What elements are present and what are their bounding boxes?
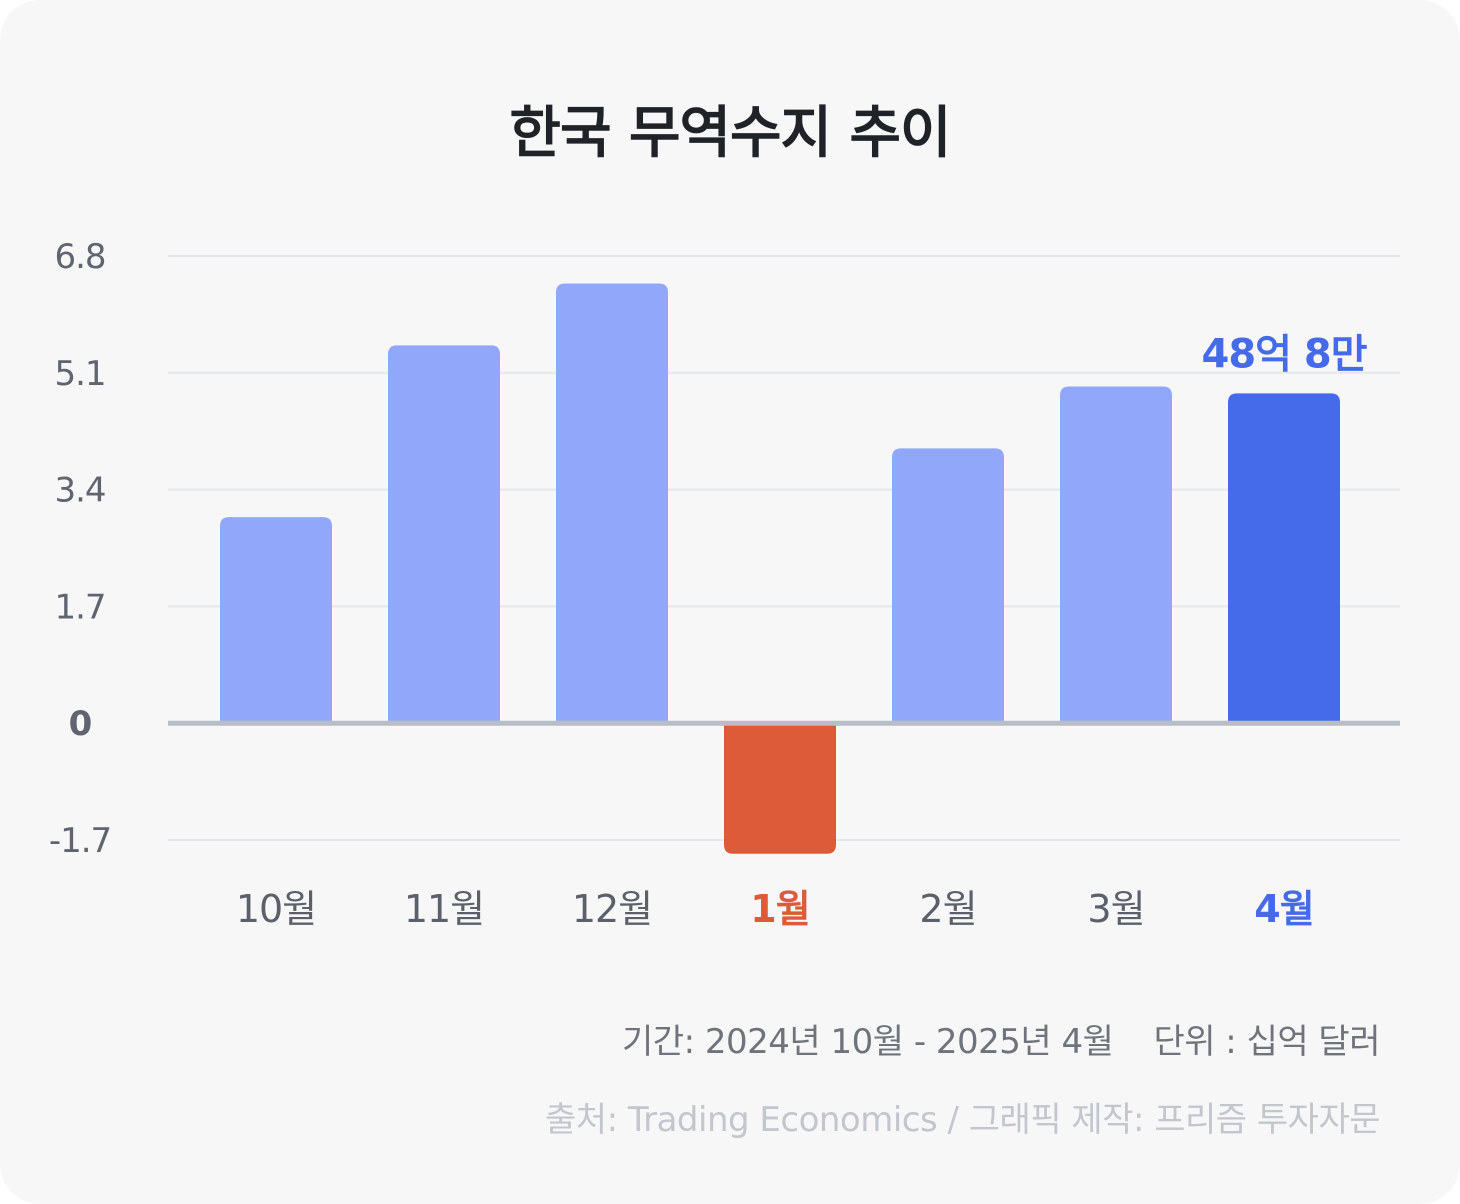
bar-2월 [892, 448, 1004, 724]
y-tick-label: -1.7 [49, 821, 111, 861]
source-text: 출처: Trading Economics / 그래픽 제작: 프리즘 투자자문 [545, 1100, 1380, 1140]
x-tick-label: 3월 [1087, 887, 1144, 931]
x-tick-label: 11월 [404, 887, 484, 931]
bar-value-annotation: 48억 8만 [1201, 331, 1367, 377]
bar-3월 [1060, 386, 1172, 724]
chart-title: 한국 무역수지 추이 [509, 101, 951, 166]
bar-4월 [1228, 393, 1340, 724]
y-tick-label: 3.4 [54, 471, 105, 511]
bar-1월 [724, 723, 836, 854]
bar-chart: -1.7 0 1.7 3.4 5.1 6.8 10월 11월 12월 1월 2월 3월 4월 48억 8만 [49, 237, 1400, 931]
x-tick-label: 12월 [572, 887, 652, 931]
bar-12월 [556, 283, 668, 724]
x-tick-label: 4월 [1254, 887, 1313, 931]
x-tick-label: 10월 [236, 887, 316, 931]
footer-period-unit: 기간: 2024년 10월 - 2025년 4월 단위 : 십억 달러 [622, 1014, 1380, 1063]
bar-11월 [388, 345, 500, 724]
y-tick-label: 6.8 [54, 237, 105, 277]
x-tick-label: 2월 [919, 887, 976, 931]
y-tick-label: 0 [69, 704, 92, 744]
unit-text: 단위 : 십억 달러 [1153, 1022, 1380, 1062]
period-text: 기간: 2024년 10월 - 2025년 4월 [622, 1022, 1114, 1062]
y-tick-label: 5.1 [54, 354, 105, 394]
bar-10월 [220, 517, 332, 724]
x-tick-label: 1월 [750, 887, 809, 931]
y-tick-label: 1.7 [54, 587, 105, 627]
